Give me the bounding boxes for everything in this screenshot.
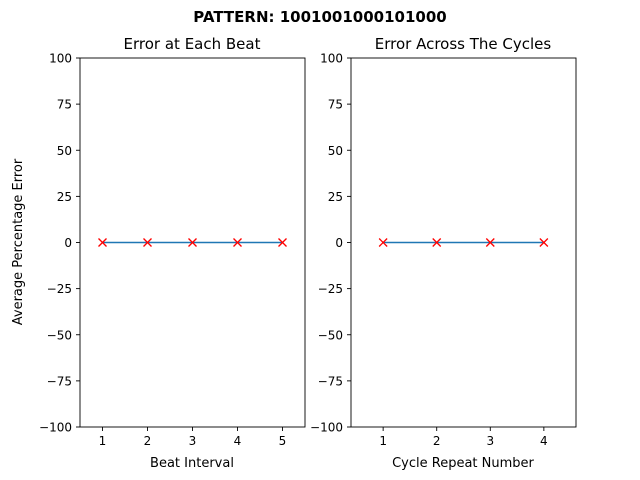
marker-stroke [233,238,242,247]
y-tick-label: 50 [57,144,72,158]
x-tick-label: 2 [144,434,152,448]
y-tick-label: −25 [318,282,343,296]
x-axis-label: Beat Interval [150,456,234,471]
y-tick-label: 75 [328,98,343,112]
y-tick-label: −75 [47,374,72,388]
y-tick-label: −75 [318,374,343,388]
plot-frame [350,57,577,428]
x-tick-label: 1 [99,434,107,448]
y-axis-label: Average Percentage Error [11,158,26,325]
y-tick-label: −50 [318,328,343,342]
data-point-marker [432,238,442,247]
marker-stroke [278,238,287,247]
marker-stroke [539,238,549,247]
marker-stroke [432,238,442,247]
x-tick-label: 3 [189,434,197,448]
data-point-marker [378,238,388,247]
data-point-marker [485,238,495,247]
y-tick-label: 0 [64,236,72,250]
y-tick-label: 0 [335,236,343,250]
y-tick-label: −100 [39,421,72,435]
chart-title: Error Across The Cycles [375,35,552,53]
data-point-marker [539,238,549,247]
y-tick-label: −50 [47,328,72,342]
y-tick-label: 100 [49,52,72,66]
data-point-marker [143,238,152,247]
chart-title: Error at Each Beat [124,35,261,53]
y-tick-label: 25 [57,190,72,204]
y-tick-label: 75 [57,98,72,112]
x-axis-label: Cycle Repeat Number [392,456,534,471]
chart-panel-cycle-error: Error Across The Cycles Cycle Repeat Num… [310,35,577,471]
marker-stroke [485,238,495,247]
x-tick-label: 1 [379,434,387,448]
figure-title: PATTERN: 1001001000101000 [193,8,446,26]
x-tick-label: 4 [234,434,242,448]
chart-panel-beat-error: Error at Each Beat Beat Interval Average… [11,35,306,471]
marker-stroke [378,238,388,247]
plot-frame [79,57,306,428]
data-point-marker [278,238,287,247]
y-tick-label: −25 [47,282,72,296]
x-tick-label: 5 [279,434,287,448]
y-tick-label: 50 [328,144,343,158]
x-tick-label: 2 [433,434,441,448]
data-point-marker [98,238,107,247]
data-point-marker [233,238,242,247]
y-tick-label: −100 [310,421,343,435]
x-tick-label: 4 [540,434,548,448]
y-tick-label: 25 [328,190,343,204]
data-point-marker [188,238,197,247]
marker-stroke [143,238,152,247]
x-tick-label: 3 [486,434,494,448]
marker-stroke [98,238,107,247]
y-tick-label: 100 [320,52,343,66]
marker-stroke [188,238,197,247]
